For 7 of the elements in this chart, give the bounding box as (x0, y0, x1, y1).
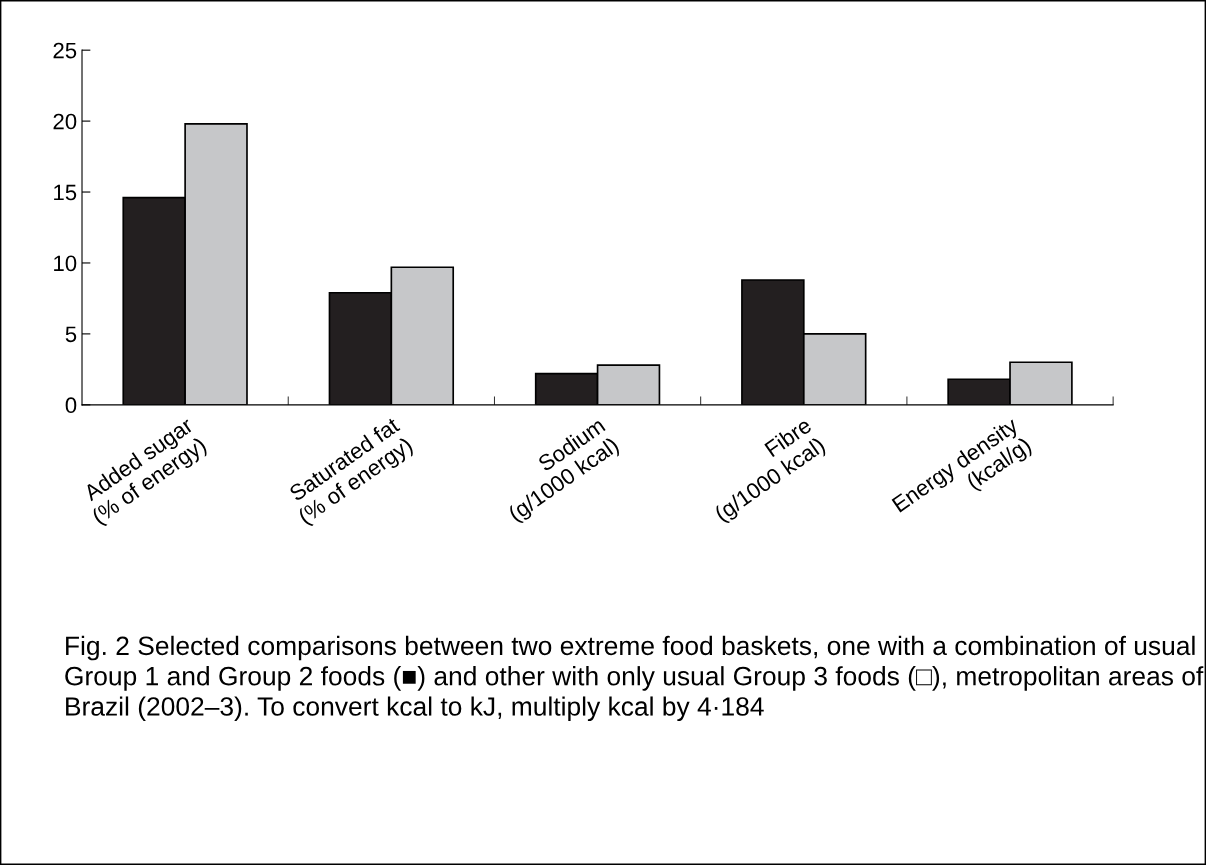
caption: Fig. 2 Selected comparisons between two extreme food baskets, one with a combination of usual Group 1 and Group 2 foods (■) and other with only usual Group 3 foods (□), metropolitan areas of Brazil (2002–3). To convert kcal to kJ, multiply kcal by 4·184 (65, 635, 1204, 722)
y-tick-label: 0 (65, 397, 77, 414)
y-tick-label: 5 (65, 326, 77, 343)
y-tick-label: 15 (54, 184, 77, 201)
y-tick-label: 20 (53, 113, 77, 130)
y-tick-label: 10 (54, 255, 77, 272)
y-tick-label: 25 (53, 42, 77, 59)
